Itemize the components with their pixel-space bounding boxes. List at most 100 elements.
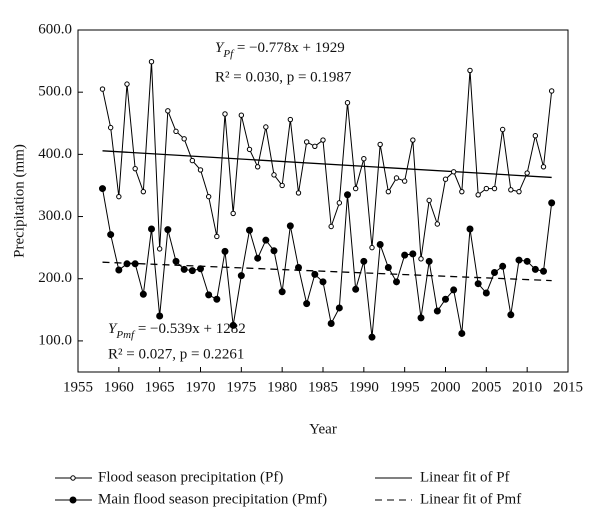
data-point <box>425 257 433 265</box>
data-point <box>458 329 466 337</box>
data-point <box>197 167 204 173</box>
data-point <box>516 188 522 195</box>
data-point <box>246 226 253 234</box>
data-point <box>303 300 311 308</box>
data-point <box>238 112 245 118</box>
data-point <box>320 137 326 143</box>
data-point <box>205 193 212 200</box>
data-point <box>271 172 277 178</box>
data-point <box>515 256 523 264</box>
y-tick-label: 600.0 <box>38 21 72 37</box>
data-point <box>124 81 130 87</box>
data-point <box>123 260 131 268</box>
legend-marker <box>69 496 77 504</box>
data-point <box>401 251 409 259</box>
data-point <box>295 264 302 272</box>
data-point <box>450 169 457 175</box>
data-point <box>344 100 351 106</box>
data-point <box>540 164 547 170</box>
data-point <box>156 312 164 320</box>
data-point <box>507 311 515 319</box>
data-point <box>312 143 318 149</box>
data-point <box>131 260 139 268</box>
data-point <box>499 126 506 133</box>
annotation-equation: YPmf = −0.539x + 1282 <box>108 321 246 340</box>
data-point <box>360 257 368 265</box>
data-point <box>376 241 384 249</box>
x-tick-label: 2015 <box>553 379 583 395</box>
data-point <box>417 314 425 322</box>
data-point <box>335 304 343 312</box>
data-point <box>319 278 327 286</box>
data-point <box>426 197 432 204</box>
data-point <box>499 262 507 270</box>
annotation-stats: R² = 0.027, p = 0.2261 <box>108 346 244 362</box>
y-tick-label: 400.0 <box>38 146 72 162</box>
legend-marker <box>70 475 76 481</box>
data-point <box>442 176 449 182</box>
data-point <box>254 254 262 262</box>
data-point <box>246 146 253 153</box>
data-point <box>377 141 383 148</box>
data-point <box>287 116 294 123</box>
data-point <box>491 269 498 277</box>
y-tick-label: 300.0 <box>38 208 72 224</box>
y-tick-label: 500.0 <box>38 84 72 100</box>
y-axis-label: Precipitation (mm) <box>11 144 27 258</box>
data-point <box>369 244 375 251</box>
data-point <box>286 222 294 230</box>
data-point <box>254 164 261 170</box>
data-point <box>361 156 367 162</box>
data-point <box>531 265 539 273</box>
data-point <box>279 182 285 189</box>
x-tick-label: 1970 <box>186 379 216 395</box>
data-point <box>523 257 531 265</box>
annotation-equation: YPf = −0.778x + 1929 <box>215 40 345 59</box>
data-point <box>140 188 147 195</box>
data-point <box>165 108 171 114</box>
x-tick-label: 1960 <box>104 379 134 395</box>
data-point <box>173 128 179 135</box>
legend-label: Main flood season precipitation (Pmf) <box>98 491 327 507</box>
data-point <box>548 199 556 207</box>
data-point <box>230 210 236 217</box>
data-point <box>450 286 458 294</box>
data-point <box>197 265 204 273</box>
data-point <box>466 225 474 233</box>
data-point <box>524 170 530 176</box>
data-point <box>263 124 269 130</box>
data-point <box>181 136 187 142</box>
data-point <box>107 231 115 239</box>
data-point <box>139 290 147 298</box>
x-tick-label: 2010 <box>512 379 542 395</box>
data-point <box>352 185 359 192</box>
data-point <box>540 267 547 275</box>
data-point <box>107 124 114 131</box>
x-tick-label: 1985 <box>308 379 338 395</box>
data-point <box>410 137 416 143</box>
x-tick-label: 1995 <box>390 379 420 395</box>
x-tick-label: 1975 <box>226 379 256 395</box>
data-point <box>205 291 213 299</box>
data-point <box>467 67 473 74</box>
x-axis-label: Year <box>309 421 337 437</box>
data-point <box>221 247 229 255</box>
data-point <box>99 185 106 193</box>
data-point <box>132 165 138 172</box>
data-point <box>384 264 392 272</box>
data-point <box>327 319 335 327</box>
data-point <box>116 193 122 200</box>
data-point <box>434 221 441 227</box>
data-point <box>418 256 424 262</box>
data-point <box>409 250 417 258</box>
data-point <box>344 191 351 199</box>
data-point <box>474 280 482 288</box>
y-tick-label: 100.0 <box>38 332 72 348</box>
data-point <box>483 185 490 192</box>
x-tick-label: 2000 <box>431 379 461 395</box>
x-tick-label: 2005 <box>471 379 501 395</box>
data-point <box>328 223 334 230</box>
data-point <box>459 188 465 195</box>
data-point <box>385 188 392 195</box>
